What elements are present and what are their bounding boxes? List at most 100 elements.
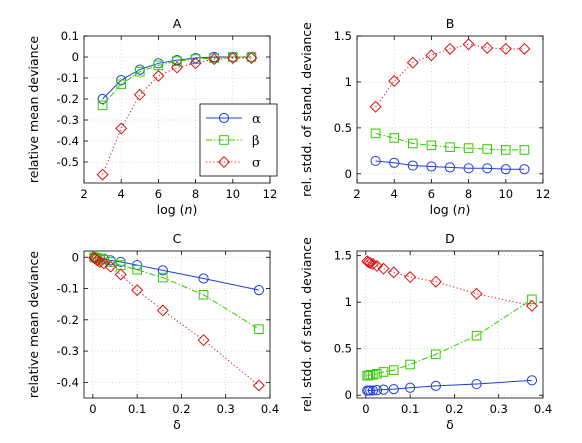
- data-point-beta: [372, 369, 382, 379]
- data-point-sigma: [404, 271, 417, 284]
- data-point-beta: [135, 66, 145, 77]
- series-line-sigma: [366, 260, 533, 307]
- data-point-sigma: [208, 53, 221, 66]
- data-point-sigma: [131, 284, 144, 297]
- data-point-sigma: [96, 168, 109, 181]
- data-point-sigma: [388, 75, 401, 88]
- data-point-sigma: [133, 88, 146, 101]
- data-point-alpha: [430, 380, 441, 392]
- data-point-sigma: [245, 52, 258, 65]
- x-tick-label: 6: [428, 187, 435, 201]
- series-sigma: [361, 255, 538, 312]
- y-axis-label: relative mean deviance: [26, 36, 41, 183]
- legend-marker-beta: [219, 135, 229, 145]
- data-point-beta: [471, 330, 482, 341]
- x-tick-label: 0.2: [445, 402, 463, 416]
- data-point-beta: [426, 140, 437, 151]
- y-tick-label: -0.3: [57, 344, 79, 358]
- data-point-sigma: [115, 122, 128, 135]
- legend-label-sigma: σ: [252, 156, 261, 171]
- series-beta: [362, 294, 537, 381]
- data-point-beta: [158, 272, 168, 283]
- data-point-sigma: [104, 260, 117, 273]
- data-point-beta: [527, 294, 537, 305]
- series-sigma: [88, 251, 265, 392]
- panel-title: C: [173, 231, 182, 246]
- series-alpha: [370, 155, 530, 175]
- data-point-sigma: [406, 56, 419, 69]
- data-point-beta: [501, 145, 511, 155]
- y-tick-label: 1.5: [334, 29, 352, 43]
- panel-title: A: [173, 16, 182, 31]
- x-tick-label: 4: [118, 187, 125, 201]
- data-point-sigma: [377, 262, 390, 275]
- legend-marker-alpha: [218, 112, 230, 124]
- y-tick-label: -0.3: [57, 113, 79, 127]
- data-point-sigma: [366, 258, 379, 271]
- data-point-sigma: [470, 287, 483, 300]
- legend: αβσ: [199, 103, 278, 177]
- series-line-alpha: [375, 160, 525, 170]
- panel-title: D: [445, 231, 455, 246]
- data-point-sigma: [425, 49, 438, 62]
- data-point-alpha: [407, 160, 418, 171]
- series-line-alpha: [367, 379, 532, 392]
- data-point-alpha: [371, 384, 383, 396]
- x-tick-label: 0: [362, 402, 369, 416]
- data-point-alpha: [426, 161, 437, 172]
- data-point-sigma: [156, 304, 169, 317]
- y-tick-label: 0.5: [334, 342, 352, 356]
- data-point-beta: [519, 145, 530, 155]
- data-point-beta: [153, 60, 164, 71]
- data-point-sigma: [152, 69, 165, 82]
- y-tick-label: -0.4: [57, 134, 79, 148]
- x-tick-label: 12: [263, 187, 278, 201]
- axes-frame: [356, 35, 544, 184]
- y-axis-label: rel. stdd. of stand. deviance: [299, 22, 314, 197]
- y-axis-label: rel. stdd. of stand. deviance: [299, 237, 314, 412]
- y-tick-label: -0.2: [57, 92, 79, 106]
- x-tick-label: 0.3: [490, 402, 508, 416]
- x-tick-label: 0.3: [217, 402, 235, 416]
- x-tick-label: 0.1: [128, 402, 146, 416]
- x-tick-label: 2: [80, 187, 87, 201]
- data-point-sigma: [518, 42, 531, 55]
- data-point-beta: [172, 56, 182, 67]
- data-point-beta: [388, 365, 399, 375]
- data-point-sigma: [387, 266, 400, 279]
- data-point-alpha: [482, 163, 493, 174]
- data-point-alpha: [388, 384, 399, 395]
- y-tick-label: 0: [72, 50, 79, 64]
- data-point-sigma: [364, 257, 377, 270]
- data-point-beta: [389, 133, 399, 143]
- data-point-beta: [97, 100, 108, 111]
- data-point-sigma: [499, 42, 512, 55]
- data-point-beta: [132, 264, 142, 275]
- data-point-sigma: [362, 256, 375, 269]
- data-point-beta: [378, 367, 389, 377]
- x-axis-label: δ: [446, 417, 454, 432]
- data-point-alpha: [365, 385, 376, 396]
- data-point-sigma: [443, 42, 457, 55]
- data-point-alpha: [97, 93, 108, 105]
- x-tick-label: 0: [89, 402, 96, 416]
- data-point-beta: [405, 359, 415, 370]
- y-axis-label: relative mean deviance: [26, 251, 41, 398]
- panel-title: B: [446, 16, 455, 31]
- x-tick-label: 10: [498, 187, 513, 201]
- x-tick-label: 0.4: [534, 402, 552, 416]
- data-point-alpha: [367, 385, 379, 396]
- x-tick-label: 0.1: [401, 402, 419, 416]
- data-point-alpha: [157, 265, 168, 276]
- x-tick-label: 0.2: [172, 402, 190, 416]
- data-point-alpha: [370, 155, 381, 167]
- data-point-beta: [370, 128, 381, 139]
- data-point-sigma: [114, 268, 127, 281]
- data-point-sigma: [252, 379, 265, 392]
- data-point-alpha: [444, 162, 456, 173]
- x-axis-label: log (n): [157, 202, 198, 217]
